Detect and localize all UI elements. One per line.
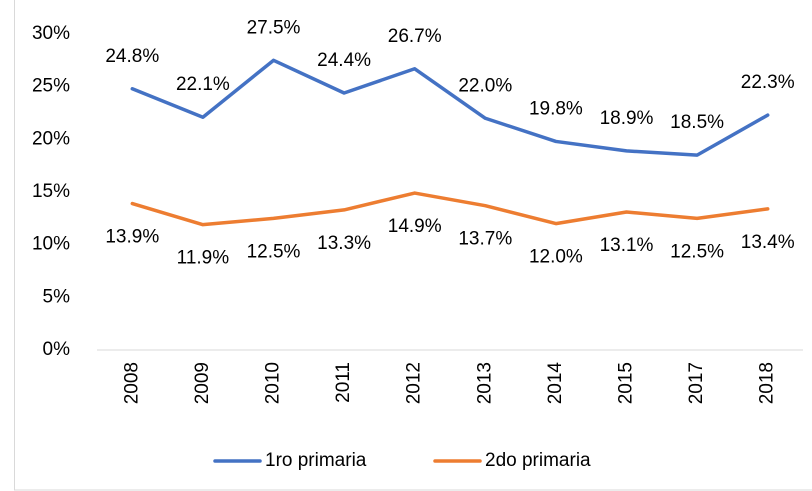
data-label: 26.7%: [388, 26, 442, 47]
data-label: 14.9%: [388, 216, 442, 237]
data-label: 13.9%: [105, 227, 159, 248]
data-label: 13.4%: [741, 232, 795, 253]
x-tick-label: 2014: [545, 362, 566, 405]
data-label: 19.8%: [529, 98, 583, 119]
data-label: 22.1%: [176, 74, 230, 95]
data-label: 18.9%: [600, 108, 654, 129]
x-tick-label: 2009: [192, 362, 213, 404]
data-label: 22.0%: [458, 75, 512, 96]
x-tick-label: 2018: [757, 362, 778, 404]
y-tick-label: 10%: [32, 234, 70, 255]
x-tick-label: 2017: [686, 362, 707, 404]
data-label: 13.3%: [317, 233, 371, 254]
data-label: 13.7%: [458, 229, 512, 250]
x-tick-label: 2010: [263, 362, 284, 404]
y-tick-label: 20%: [32, 128, 70, 149]
y-tick-label: 5%: [43, 286, 71, 307]
legend-label: 2do primaria: [485, 450, 591, 471]
data-label: 11.9%: [177, 248, 230, 269]
legend-label: 1ro primaria: [265, 450, 367, 471]
y-tick-label: 25%: [32, 76, 70, 97]
series-line: [130, 191, 770, 227]
data-label: 12.5%: [247, 241, 301, 262]
data-label: 12.0%: [529, 247, 583, 268]
x-tick-label: 2013: [474, 362, 495, 404]
series-line: [130, 58, 770, 157]
data-label: 22.3%: [741, 72, 795, 93]
x-tick-label: 2008: [121, 362, 142, 404]
data-label: 18.5%: [670, 112, 724, 133]
x-tick-label: 2011: [333, 362, 354, 403]
y-tick-label: 30%: [32, 23, 70, 44]
data-label: 24.4%: [317, 50, 371, 71]
data-label: 12.5%: [670, 241, 724, 262]
y-tick-label: 0%: [43, 339, 71, 360]
data-label: 13.1%: [600, 235, 654, 256]
x-tick-label: 2015: [616, 362, 637, 404]
data-label: 27.5%: [247, 17, 301, 38]
x-tick-label: 2012: [404, 362, 425, 404]
y-tick-label: 15%: [32, 181, 70, 202]
data-label: 24.8%: [105, 46, 159, 67]
chart-frame: [14, 0, 812, 491]
